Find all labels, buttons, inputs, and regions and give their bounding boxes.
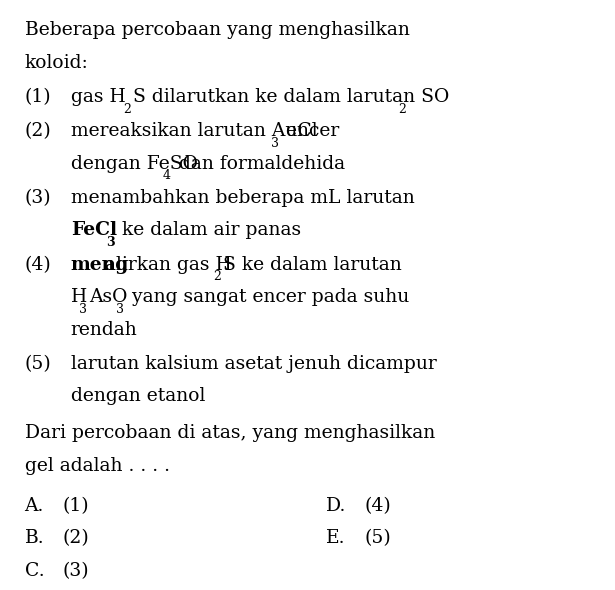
Text: (1): (1) — [25, 88, 51, 106]
Text: dengan etanol: dengan etanol — [71, 387, 205, 405]
Text: yang sangat encer pada suhu: yang sangat encer pada suhu — [126, 288, 410, 306]
Text: (3): (3) — [25, 189, 51, 207]
Text: ke dalam air panas: ke dalam air panas — [116, 221, 301, 240]
Text: (4): (4) — [364, 497, 391, 515]
Text: (1): (1) — [63, 497, 89, 515]
Text: alirkan gas H: alirkan gas H — [105, 255, 232, 274]
Text: (2): (2) — [25, 122, 51, 140]
Text: gas H: gas H — [71, 88, 125, 106]
Text: rendah: rendah — [71, 320, 138, 339]
Text: 4: 4 — [163, 169, 171, 182]
Text: (5): (5) — [25, 355, 51, 373]
Text: B.: B. — [25, 529, 44, 548]
Text: 2: 2 — [124, 103, 132, 116]
Text: encer: encer — [280, 122, 339, 140]
Text: FeCl: FeCl — [71, 221, 117, 240]
Text: C.: C. — [25, 562, 44, 580]
Text: D.: D. — [326, 497, 346, 515]
Text: gel adalah . . . .: gel adalah . . . . — [25, 457, 170, 475]
Text: dan formaldehida: dan formaldehida — [173, 155, 345, 173]
Text: 2: 2 — [213, 270, 221, 283]
Text: Dari percobaan di atas, yang menghasilkan: Dari percobaan di atas, yang menghasilka… — [25, 424, 435, 442]
Text: H: H — [71, 288, 87, 306]
Text: (2): (2) — [63, 529, 89, 548]
Text: A.: A. — [25, 497, 44, 515]
Text: 3: 3 — [79, 303, 87, 316]
Text: 3: 3 — [106, 236, 114, 249]
Text: S ke dalam larutan: S ke dalam larutan — [223, 255, 402, 274]
Text: (5): (5) — [364, 529, 391, 548]
Text: mereaksikan larutan AuCl: mereaksikan larutan AuCl — [71, 122, 317, 140]
Text: dengan FeSO: dengan FeSO — [71, 155, 197, 173]
Text: koloid:: koloid: — [25, 54, 89, 72]
Text: menambahkan beberapa mL larutan: menambahkan beberapa mL larutan — [71, 189, 415, 207]
Text: (4): (4) — [25, 255, 51, 274]
Text: AsO: AsO — [89, 288, 127, 306]
Text: (3): (3) — [63, 562, 89, 580]
Text: E.: E. — [326, 529, 346, 548]
Text: 3: 3 — [116, 303, 124, 316]
Text: 3: 3 — [271, 137, 279, 150]
Text: Beberapa percobaan yang menghasilkan: Beberapa percobaan yang menghasilkan — [25, 21, 410, 40]
Text: larutan kalsium asetat jenuh dicampur: larutan kalsium asetat jenuh dicampur — [71, 355, 437, 373]
Text: 2: 2 — [398, 103, 406, 116]
Text: meng: meng — [71, 255, 129, 274]
Text: S dilarutkan ke dalam larutan SO: S dilarutkan ke dalam larutan SO — [133, 88, 450, 106]
